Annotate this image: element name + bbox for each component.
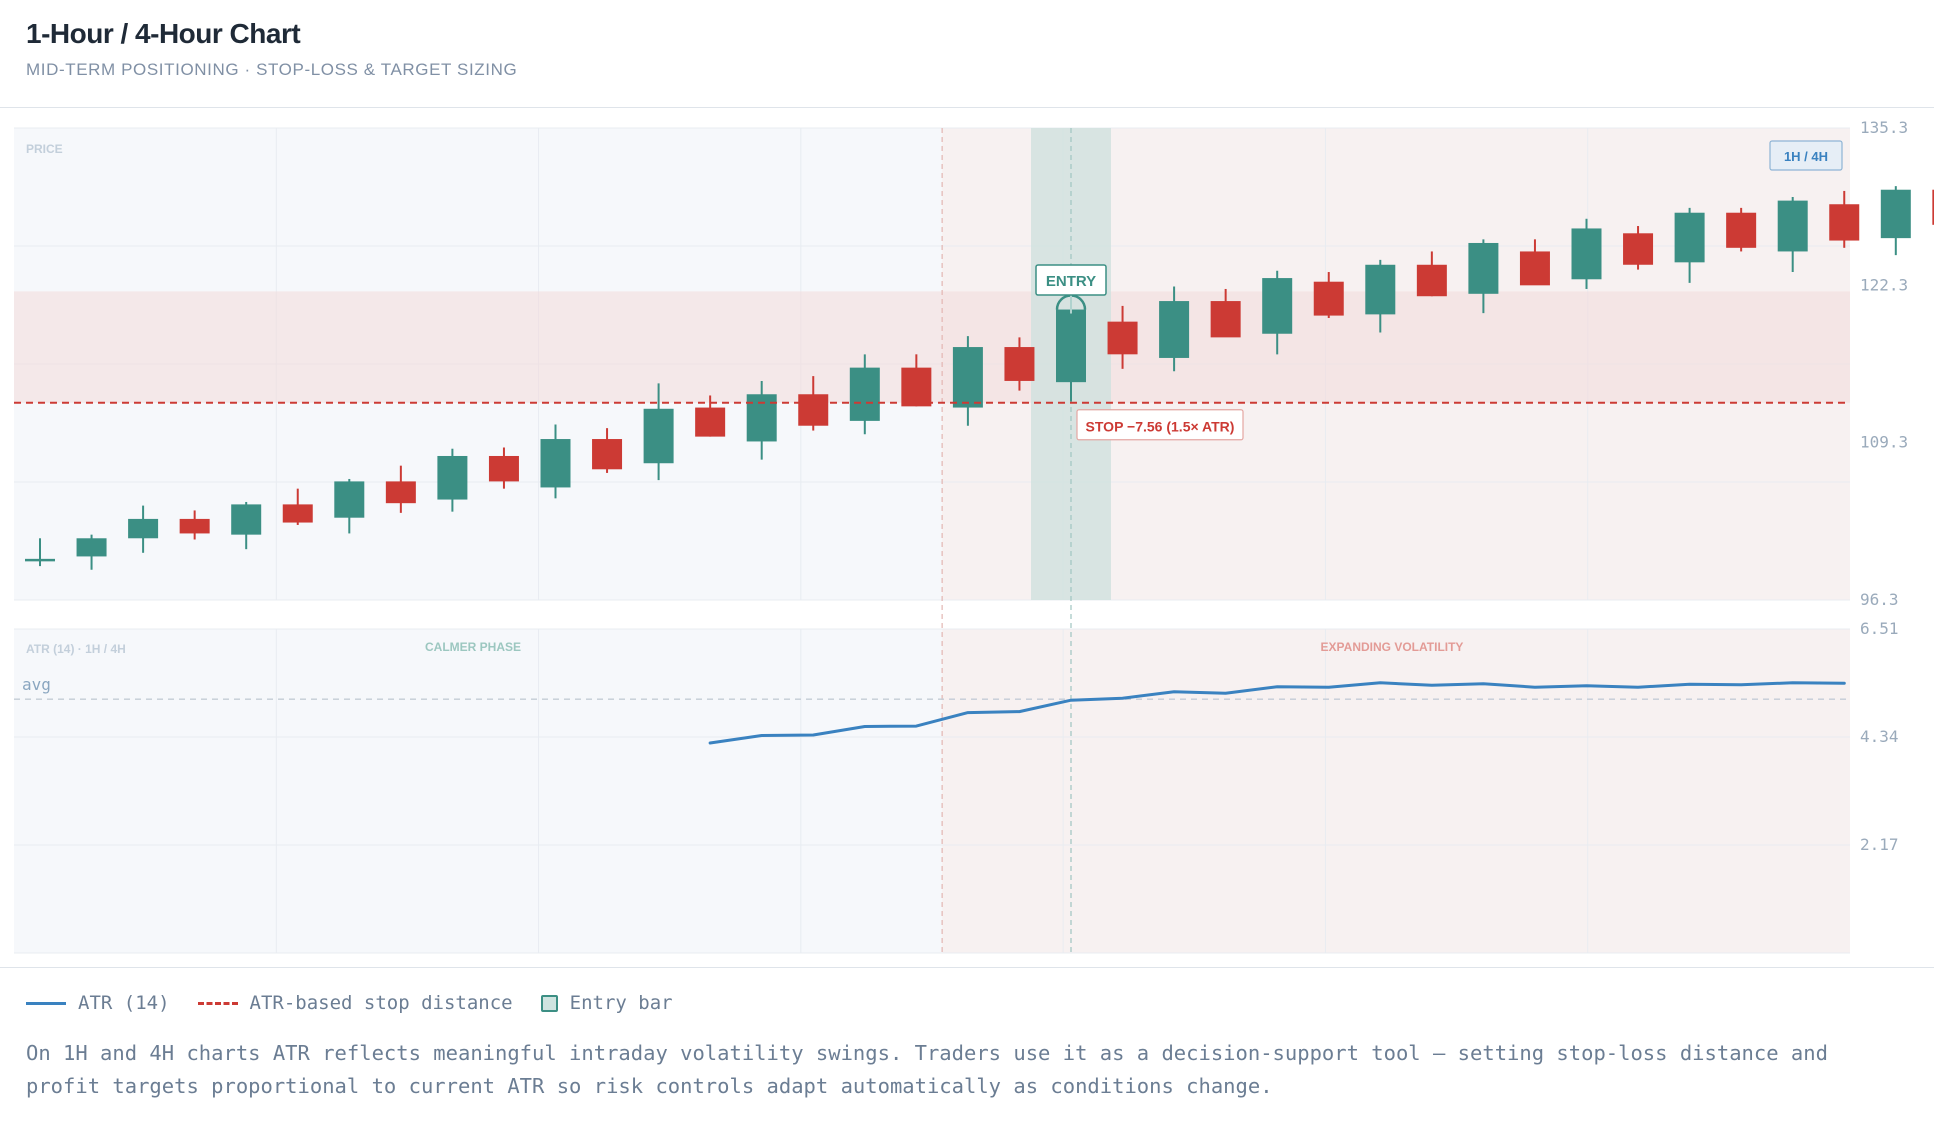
candle-body-up	[128, 518, 159, 539]
price-axis-tick: 122.3	[1860, 275, 1908, 294]
candle-body-down	[488, 455, 519, 482]
candle-body-down	[592, 439, 623, 470]
entry-label-box	[1035, 264, 1107, 296]
candle-body-down	[798, 394, 829, 426]
candle-body-up	[25, 558, 55, 562]
legend-label-stop: ATR-based stop distance	[249, 992, 513, 1014]
atr-calm-background	[14, 629, 943, 953]
chart-caption: On 1H and 4H charts ATR reflects meaning…	[26, 1041, 1828, 1098]
stop-zone-band	[14, 291, 1850, 403]
timeframe-badge: 1H / 4H	[1784, 149, 1828, 164]
candle-body-up	[1262, 278, 1293, 334]
page-title: 1-Hour / 4-Hour Chart	[26, 18, 301, 49]
price-axis-tick: 109.3	[1860, 433, 1908, 452]
atr-expanding-background	[942, 629, 1850, 953]
candle-body-down	[282, 504, 313, 523]
candle-body-down	[1107, 321, 1138, 355]
legend-label-entry: Entry bar	[569, 992, 673, 1014]
candle-body-up	[1674, 212, 1705, 263]
page-subtitle: MID-TERM POSITIONING · STOP-LOSS & TARGE…	[26, 60, 518, 79]
stop-label: STOP −7.56 (1.5× ATR)	[1086, 419, 1235, 435]
timeframe-badge-box	[1769, 140, 1843, 171]
candle-body-up	[643, 408, 674, 464]
price-axis-tick: 96.3	[1860, 590, 1899, 609]
candle-body-up	[1880, 189, 1911, 239]
candle-body-up	[952, 347, 983, 408]
candle-body-up	[1468, 242, 1499, 294]
candle-body-up	[1571, 228, 1602, 280]
candle-body-up	[76, 538, 107, 557]
candle-body-down	[1004, 347, 1035, 381]
atr-axis-tick: 2.17	[1860, 835, 1899, 854]
candle-body-down	[1416, 264, 1447, 297]
candle-body-up	[540, 439, 571, 488]
chart-header: 1-Hour / 4-Hour Chart MID-TERM POSITIONI…	[26, 18, 517, 80]
phase-label-expanding: EXPANDING VOLATILITY	[1321, 640, 1464, 654]
price-panel-label: PRICE	[26, 142, 63, 156]
candle-body-up	[334, 481, 365, 518]
legend-swatch-stop	[197, 1001, 238, 1005]
legend-item-stop: ATR-based stop distance	[197, 992, 513, 1014]
legend-item-atr: ATR (14)	[26, 992, 170, 1014]
stop-label-box	[1076, 409, 1244, 441]
candle-body-up	[746, 394, 777, 442]
atr-panel-label: ATR (14) · 1H / 4H	[26, 642, 126, 656]
atr-series-line	[708, 681, 1846, 745]
candle-body-down	[1829, 204, 1860, 241]
candle-body-down	[1210, 301, 1241, 338]
candle-body-down	[179, 518, 210, 534]
candle-body-up	[1777, 200, 1808, 252]
entry-label: ENTRY	[1046, 273, 1096, 290]
candle-body-up	[437, 455, 468, 500]
candle-body-down	[1519, 251, 1550, 286]
phase-label-calm: CALMER PHASE	[425, 640, 521, 654]
chart-area: ENTRY STOP −7.56 (1.5× ATR) PRICE ATR (14) …	[14, 118, 1934, 954]
atr-average-label: avg	[22, 675, 51, 694]
atr-axis-tick: 4.34	[1860, 727, 1899, 746]
candle-body-down	[901, 367, 932, 407]
price-axis-tick: 135.3	[1860, 118, 1908, 137]
candle-body-down	[695, 407, 726, 437]
atr-axis-tick: 6.51	[1860, 619, 1899, 638]
candle-body-up	[231, 504, 262, 535]
legend-swatch-entry	[540, 994, 558, 1012]
candle-body-down	[1313, 281, 1344, 316]
candle-body-up	[1365, 264, 1396, 315]
candle-body-down	[1726, 212, 1757, 248]
candle-body-down	[1623, 233, 1654, 265]
legend-item-entry: Entry bar	[540, 992, 673, 1014]
header-divider	[0, 107, 1934, 108]
legend: ATR (14) ATR-based stop distance Entry b…	[26, 992, 701, 1014]
legend-divider	[0, 967, 1934, 968]
candle-body-up	[1159, 301, 1190, 358]
candle-body-up	[1056, 309, 1086, 383]
candle-body-down	[385, 481, 416, 504]
candle-body-up	[849, 367, 880, 421]
legend-swatch-atr	[26, 1001, 66, 1005]
candle-body-down	[1932, 189, 1934, 225]
legend-label-atr: ATR (14)	[78, 992, 170, 1014]
